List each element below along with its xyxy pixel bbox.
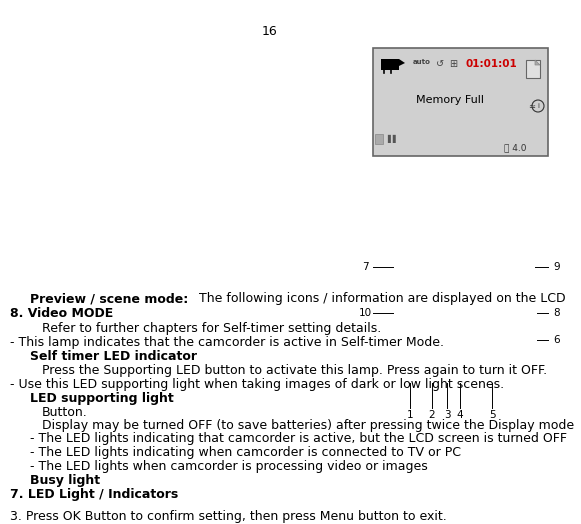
Text: Busy light: Busy light	[30, 474, 100, 487]
Text: 5: 5	[489, 410, 496, 420]
Text: The following icons / information are displayed on the LCD: The following icons / information are di…	[195, 292, 566, 305]
Text: Refer to further chapters for Self-timer setting details.: Refer to further chapters for Self-timer…	[42, 322, 381, 335]
Text: Button.: Button.	[42, 406, 88, 419]
Text: ▌▌: ▌▌	[387, 134, 399, 143]
Text: Press the Supporting LED button to activate this lamp. Press again to turn it OF: Press the Supporting LED button to activ…	[42, 364, 547, 377]
Text: 4: 4	[457, 410, 463, 420]
Text: Display may be turned OFF (to save batteries) after pressing twice the Display m: Display may be turned OFF (to save batte…	[42, 419, 574, 432]
FancyBboxPatch shape	[381, 59, 399, 70]
Text: auto: auto	[413, 59, 431, 65]
Text: 3: 3	[444, 410, 450, 420]
Text: LED supporting light: LED supporting light	[30, 392, 174, 405]
Text: - The LED lights indicating that camcorder is active, but the LCD screen is turn: - The LED lights indicating that camcord…	[30, 432, 567, 445]
Text: Memory Full: Memory Full	[417, 95, 485, 105]
Text: ⌕ 4.0: ⌕ 4.0	[504, 143, 526, 152]
Text: - This lamp indicates that the camcorder is active in Self-timer Mode.: - This lamp indicates that the camcorder…	[10, 336, 444, 349]
Text: 01:01:01: 01:01:01	[466, 59, 518, 69]
Text: ⊞: ⊞	[449, 59, 457, 69]
Text: 1: 1	[407, 410, 413, 420]
Text: - The LED lights indicating when camcorder is connected to TV or PC: - The LED lights indicating when camcord…	[30, 446, 461, 459]
Text: 3. Press OK Button to confirm setting, then press Menu button to exit.: 3. Press OK Button to confirm setting, t…	[10, 510, 447, 523]
Text: 10: 10	[358, 308, 372, 318]
Text: ↺: ↺	[436, 59, 444, 69]
Text: - Use this LED supporting light when taking images of dark or low light scenes.: - Use this LED supporting light when tak…	[10, 378, 504, 391]
Text: 2: 2	[429, 410, 435, 420]
Polygon shape	[399, 59, 405, 66]
Text: 7. LED Light / Indicators: 7. LED Light / Indicators	[10, 488, 178, 501]
Text: 6: 6	[554, 335, 560, 345]
Text: - The LED lights when camcorder is processing video or images: - The LED lights when camcorder is proce…	[30, 460, 428, 473]
Text: 8. Video MODE: 8. Video MODE	[10, 307, 113, 320]
FancyBboxPatch shape	[375, 134, 383, 144]
Text: i: i	[537, 103, 539, 109]
Text: Self timer LED indicator: Self timer LED indicator	[30, 350, 197, 363]
Text: ≃: ≃	[528, 102, 535, 111]
Text: Preview / scene mode:: Preview / scene mode:	[30, 292, 188, 305]
Text: 7: 7	[362, 262, 368, 272]
FancyBboxPatch shape	[373, 48, 548, 156]
FancyBboxPatch shape	[526, 60, 540, 78]
Text: 9: 9	[554, 262, 560, 272]
Text: 8: 8	[554, 308, 560, 318]
Text: 16: 16	[262, 25, 278, 38]
Polygon shape	[535, 60, 540, 65]
